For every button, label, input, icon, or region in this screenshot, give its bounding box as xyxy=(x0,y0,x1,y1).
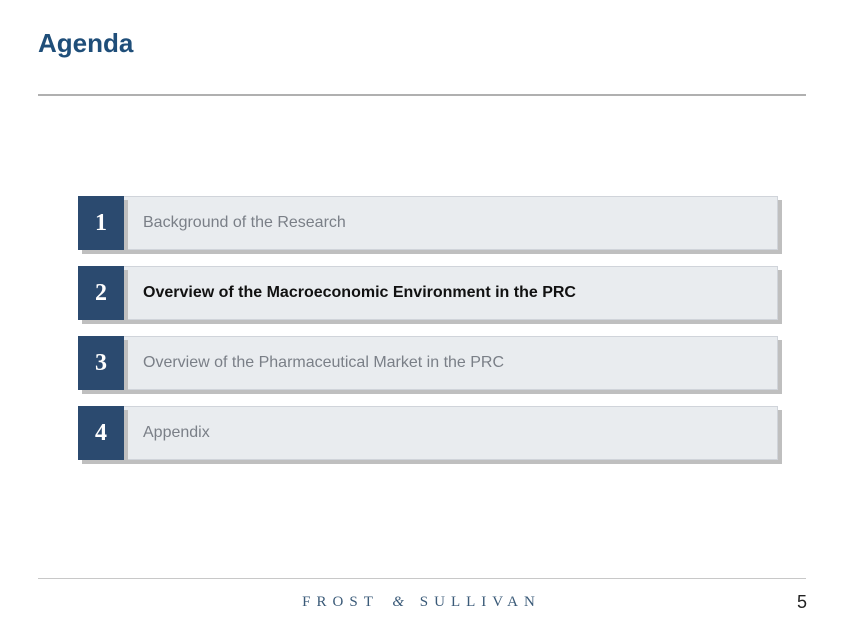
brand-ampersand: & xyxy=(388,594,410,610)
page-number: 5 xyxy=(797,592,807,613)
brand-left: FROST xyxy=(302,594,378,610)
agenda-number: 1 xyxy=(78,196,124,250)
agenda-item: Overview of the Pharmaceutical Market in… xyxy=(78,336,778,390)
agenda-item: Background of the Research 1 xyxy=(78,196,778,250)
agenda-item: Appendix 4 xyxy=(78,406,778,460)
agenda-bar: Overview of the Pharmaceutical Market in… xyxy=(78,336,778,390)
page-title: Agenda xyxy=(38,28,133,59)
slide: Agenda Background of the Research 1 Over… xyxy=(0,0,843,635)
agenda-bar: Background of the Research xyxy=(78,196,778,250)
agenda-label: Overview of the Macroeconomic Environmen… xyxy=(143,284,576,302)
agenda-number: 4 xyxy=(78,406,124,460)
agenda-label: Appendix xyxy=(143,424,210,442)
agenda-list: Background of the Research 1 Overview of… xyxy=(78,196,778,476)
agenda-label: Background of the Research xyxy=(143,214,346,232)
footer-divider xyxy=(38,578,806,579)
agenda-bar: Appendix xyxy=(78,406,778,460)
title-divider xyxy=(38,94,806,96)
agenda-number: 2 xyxy=(78,266,124,320)
brand-right: SULLIVAN xyxy=(420,594,541,610)
agenda-label: Overview of the Pharmaceutical Market in… xyxy=(143,354,504,372)
footer-brand: FROST & SULLIVAN xyxy=(0,594,843,611)
agenda-bar: Overview of the Macroeconomic Environmen… xyxy=(78,266,778,320)
agenda-item: Overview of the Macroeconomic Environmen… xyxy=(78,266,778,320)
agenda-number: 3 xyxy=(78,336,124,390)
